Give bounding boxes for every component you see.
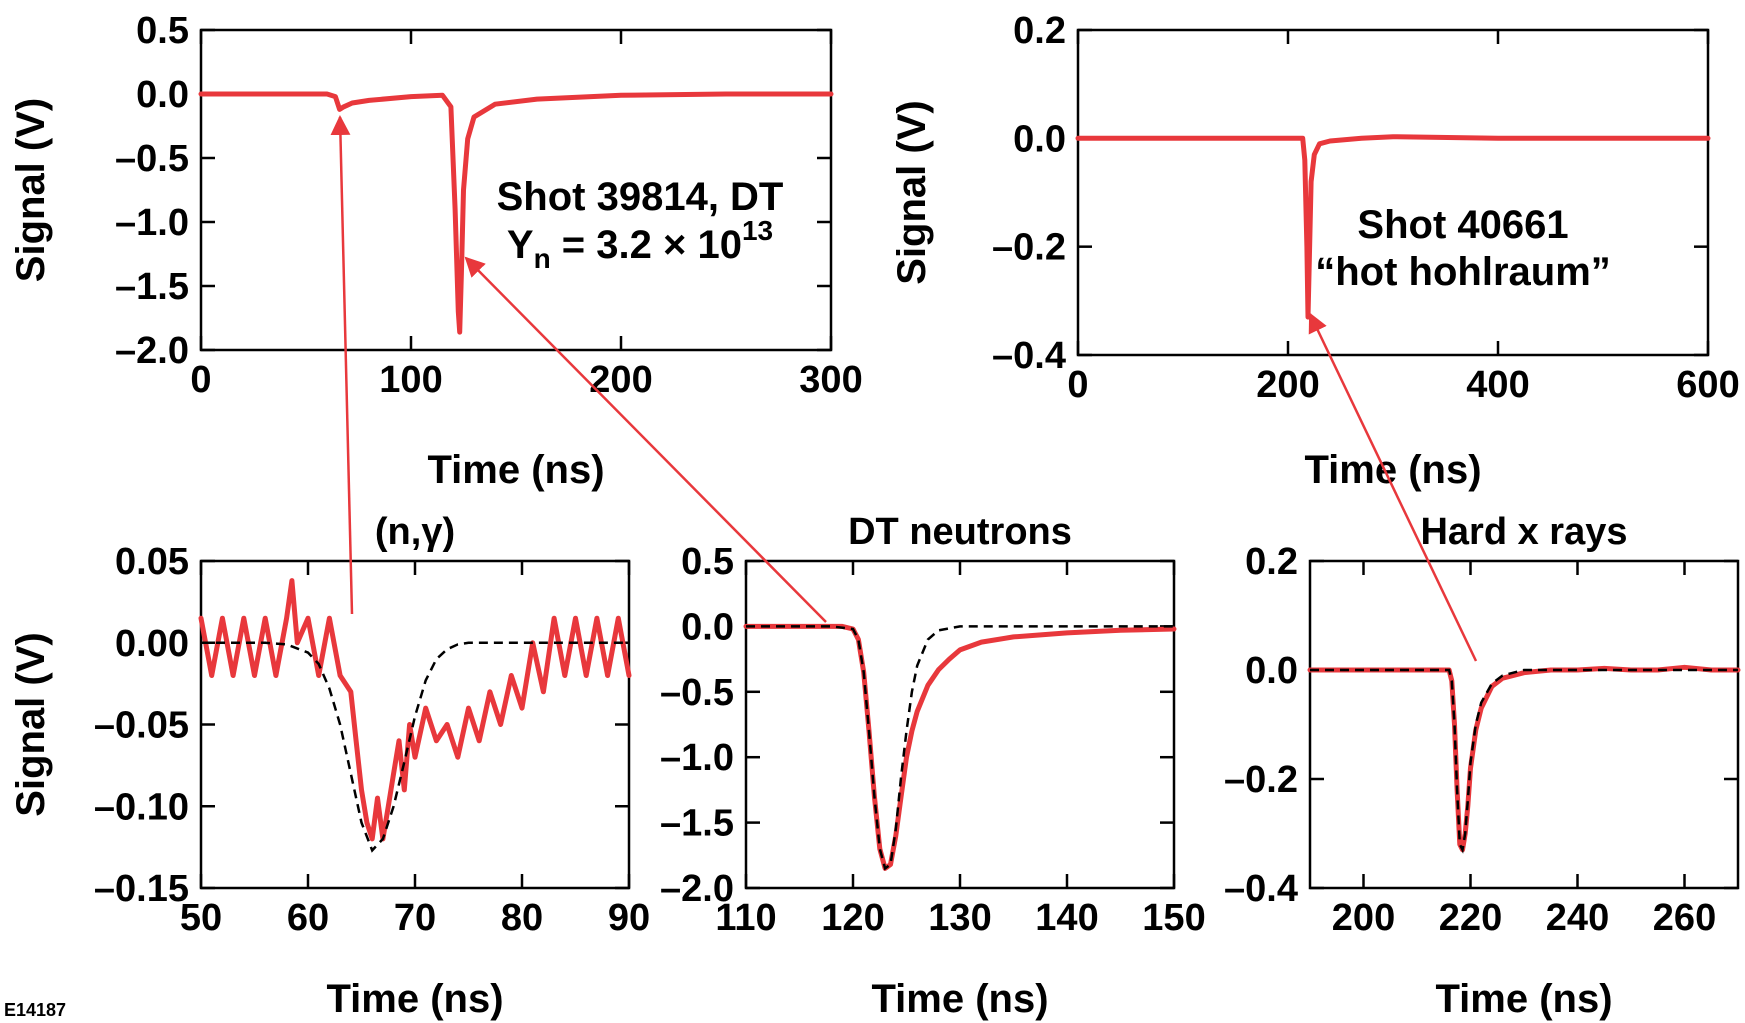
signal-trace	[1307, 664, 1741, 853]
y-tick-label: –2.0	[115, 330, 189, 372]
signal-trace	[198, 91, 834, 335]
figure-id: E14187	[4, 1000, 66, 1020]
y-tick-label: 0.2	[1013, 10, 1066, 52]
shot40661-label-line2: “hot hohlraum”	[1315, 250, 1611, 294]
plot-title: Hard x rays	[1420, 511, 1627, 553]
y-tick-label: –0.5	[115, 138, 189, 180]
signal-trace	[198, 578, 632, 842]
fit-line	[746, 625, 1174, 871]
x-tick-label: 90	[608, 897, 650, 939]
plot-hard-xrays: 200 220 240 260 0.2 0.0 –0.2 –0.4 Time (ns) Hard …	[1224, 511, 1741, 1021]
y-tick-label: 0.05	[115, 541, 189, 583]
y-tick-label: –0.10	[94, 786, 189, 828]
y-tick-label: 0.00	[115, 623, 189, 665]
plot-frame	[1076, 28, 1710, 357]
arrow-n-gamma	[330, 115, 354, 615]
x-tick-label: 260	[1653, 897, 1716, 939]
y-tick-label: –1.0	[660, 737, 734, 779]
yield-exponent: 13	[742, 215, 773, 246]
shot39814-label-line2: Yn = 3.2 × 1013	[507, 215, 773, 274]
y-tick-label: –1.5	[660, 803, 734, 845]
y-tick-label: –0.05	[94, 705, 189, 747]
yield-subscript: n	[534, 243, 551, 274]
x-tick-label: 120	[821, 897, 884, 939]
y-tick-label: –0.4	[1224, 868, 1298, 910]
y-tick-label: 0.5	[136, 10, 189, 52]
x-axis-title: Time (ns)	[871, 977, 1048, 1021]
x-tick-label: 400	[1466, 364, 1529, 406]
x-tick-label: 220	[1439, 897, 1502, 939]
y-axis-title: Signal (V)	[890, 100, 934, 284]
signal-trace	[1075, 134, 1711, 320]
y-tick-label: –0.5	[660, 672, 734, 714]
x-tick-label: 50	[180, 897, 222, 939]
plot-frame	[199, 559, 631, 890]
x-tick-label: 200	[1256, 364, 1319, 406]
y-tick-label: –1.0	[115, 202, 189, 244]
fit-line	[1310, 668, 1738, 854]
y-tick-label: –1.5	[115, 266, 189, 308]
y-axis-title: Signal (V)	[9, 632, 53, 816]
x-tick-label: 600	[1676, 364, 1739, 406]
fit-line	[201, 641, 629, 853]
x-tick-label: 0	[190, 359, 211, 401]
yield-symbol: Y	[507, 223, 534, 267]
y-tick-label: 0.2	[1245, 541, 1298, 583]
x-tick-label: 150	[1142, 897, 1205, 939]
x-tick-label: 300	[799, 359, 862, 401]
yield-value: = 3.2 × 10	[551, 223, 742, 267]
y-tick-label: –0.2	[1224, 759, 1298, 801]
plot-dt-neutrons: 110 120 130 140 150 0.5 0.0 –0.5 –1.0 –1.5 –2.0 Tim…	[660, 511, 1206, 1021]
x-axis-title: Time (ns)	[326, 977, 503, 1021]
arrow-dt-neutrons	[464, 256, 827, 623]
x-axis-title: Time (ns)	[427, 448, 604, 492]
plot-frame	[744, 559, 1176, 890]
shot39814-label-line1: Shot 39814, DT	[497, 175, 784, 219]
plot-title: (n,γ)	[375, 511, 455, 553]
plot-shot39814: 0 100 200 300 0.5 0.0 –0.5 –1.0 –1.5 –2.0 Time (ns…	[9, 10, 863, 492]
x-tick-label: 140	[1035, 897, 1098, 939]
y-tick-label: –2.0	[660, 868, 734, 910]
arrow-hard-xrays	[1308, 312, 1478, 662]
x-tick-label: 70	[394, 897, 436, 939]
y-tick-label: 0.0	[1245, 650, 1298, 692]
plot-title: DT neutrons	[848, 511, 1072, 553]
y-tick-label: 0.5	[681, 541, 734, 583]
plot-frame	[1308, 559, 1740, 890]
x-tick-label: 240	[1546, 897, 1609, 939]
y-tick-label: –0.4	[992, 335, 1066, 377]
x-tick-label: 200	[1332, 897, 1395, 939]
x-tick-label: 80	[501, 897, 543, 939]
x-axis-title: Time (ns)	[1435, 977, 1612, 1021]
shot40661-label-line1: Shot 40661	[1357, 203, 1568, 247]
y-tick-label: –0.15	[94, 868, 189, 910]
x-tick-label: 0	[1067, 364, 1088, 406]
x-tick-label: 60	[287, 897, 329, 939]
x-tick-label: 130	[928, 897, 991, 939]
y-tick-label: –0.2	[992, 227, 1066, 269]
y-tick-label: 0.0	[681, 606, 734, 648]
y-tick-label: 0.0	[136, 74, 189, 116]
signal-trace	[743, 623, 1177, 871]
y-tick-label: 0.0	[1013, 118, 1066, 160]
x-tick-label: 110	[715, 897, 776, 939]
plot-n-gamma: 50 60 70 80 90 0.05 0.00 –0.05 –0.10 –0.15 Time (n…	[9, 511, 650, 1021]
plot-frame	[199, 28, 833, 352]
y-axis-title: Signal (V)	[9, 98, 53, 282]
x-tick-label: 200	[589, 359, 652, 401]
x-tick-label: 100	[379, 359, 442, 401]
